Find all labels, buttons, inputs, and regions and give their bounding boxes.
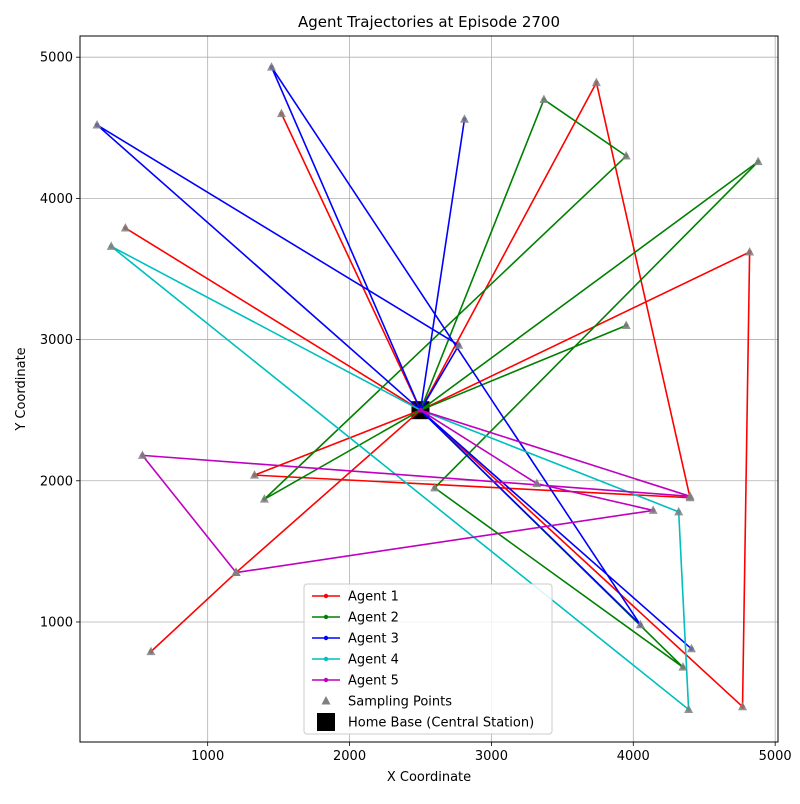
legend-marker-agent-3 xyxy=(323,635,329,641)
sampling-point xyxy=(539,94,549,104)
sampling-point xyxy=(146,646,156,656)
legend-marker-home-base xyxy=(317,713,335,731)
legend-box xyxy=(303,583,553,735)
sampling-point xyxy=(685,491,695,500)
sampling-point xyxy=(120,223,130,232)
sampling-point xyxy=(276,108,286,118)
sampling-point xyxy=(267,62,277,71)
sampling-point xyxy=(745,247,755,256)
series-line-agent-1 xyxy=(124,81,751,708)
sampling-point xyxy=(259,494,269,503)
plot-frame xyxy=(79,35,779,743)
sampling-point xyxy=(738,701,748,711)
legend-label-sampling: Sampling Points xyxy=(348,695,452,710)
x-tick-label: 1000 xyxy=(191,749,224,764)
legend-label-home-base: Home Base (Central Station) xyxy=(348,716,534,731)
x-tick-label: 5000 xyxy=(759,749,792,764)
sampling-point xyxy=(684,704,694,714)
x-tick-label: 2000 xyxy=(333,749,366,764)
legend-marker-agent-4 xyxy=(323,656,329,662)
legend-marker-sampling xyxy=(321,696,331,705)
legend-marker-agent-1 xyxy=(323,593,329,599)
legend-label-agent-3: Agent 3 xyxy=(348,632,399,647)
sampling-point xyxy=(674,506,684,516)
sampling-point xyxy=(430,482,440,492)
sampling-point xyxy=(92,119,102,129)
legend-marker-agent-2 xyxy=(323,614,329,620)
sampling-point xyxy=(686,643,696,653)
y-axis-label: Y Coordinate xyxy=(14,347,29,431)
legend-label-agent-1: Agent 1 xyxy=(348,590,399,605)
legend-label-agent-2: Agent 2 xyxy=(348,611,399,626)
sampling-point xyxy=(231,567,241,577)
axis-ticks: 1000 2000 3000 4000 5000 1000 2000 3000 4000 5000 xyxy=(40,51,792,764)
chart-title: Agent Trajectories at Episode 2700 xyxy=(298,13,560,31)
sampling-point xyxy=(678,662,688,671)
sampling-point xyxy=(459,114,469,123)
x-tick-label: 3000 xyxy=(475,749,508,764)
series-point-agent-5 xyxy=(418,407,423,413)
y-tick-label: 2000 xyxy=(40,474,73,489)
legend-label-agent-4: Agent 4 xyxy=(348,653,399,668)
sampling-point xyxy=(106,241,116,250)
sampling-point xyxy=(753,156,763,166)
sampling-point xyxy=(648,505,658,514)
sampling-point xyxy=(250,470,259,479)
sampling-point xyxy=(591,77,601,87)
sampling-point xyxy=(532,478,542,488)
sampling-point xyxy=(621,151,631,160)
legend: Agent 1 Agent 2 Agent 3 Agent 4 Agent 5 Sampl… xyxy=(303,583,553,735)
x-tick-label: 4000 xyxy=(617,749,650,764)
sampling-point xyxy=(454,340,464,349)
sampling-point xyxy=(635,619,645,629)
legend-marker-agent-5 xyxy=(323,677,329,683)
y-tick-label: 1000 xyxy=(40,615,73,630)
y-tick-label: 5000 xyxy=(40,51,73,66)
legend-label-agent-5: Agent 5 xyxy=(348,674,399,689)
y-tick-label: 3000 xyxy=(40,333,73,348)
x-axis-label: X Coordinate xyxy=(387,770,471,785)
sampling-point xyxy=(137,450,147,459)
sampling-points-layer xyxy=(92,62,763,714)
y-tick-label: 4000 xyxy=(40,192,73,207)
sampling-point xyxy=(621,320,631,329)
